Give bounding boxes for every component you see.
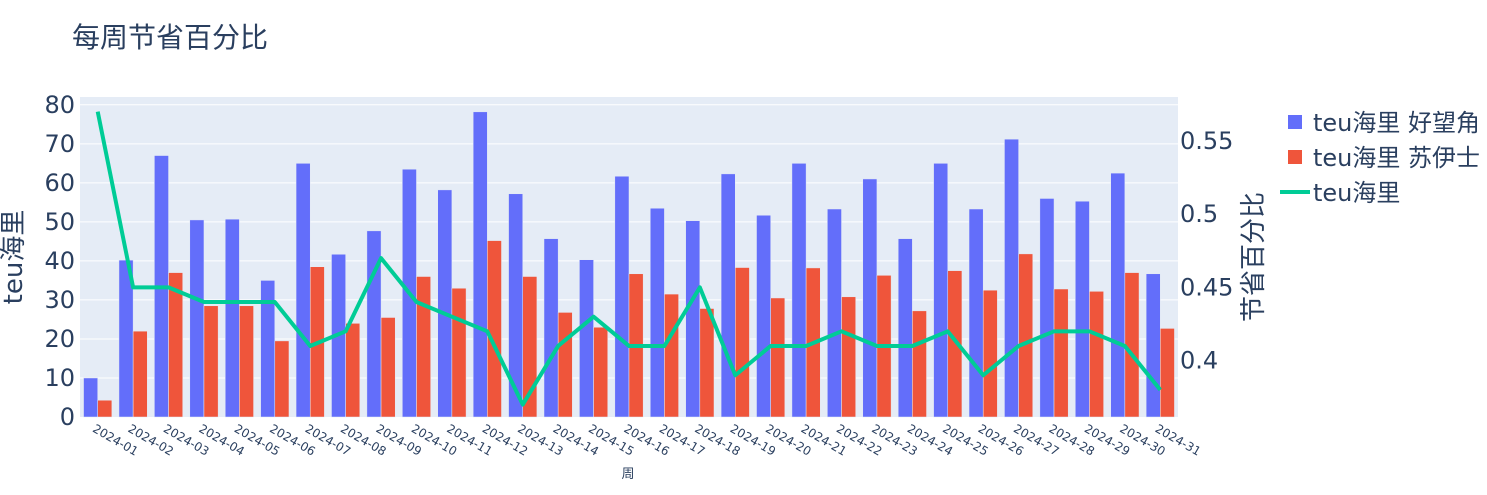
bar-1-5 <box>274 340 290 418</box>
legend-label: teu海里 苏伊士 <box>1313 144 1480 172</box>
legend-label: teu海里 好望角 <box>1313 109 1480 137</box>
bar-0-30 <box>1145 273 1161 418</box>
bar-1-25 <box>982 289 998 418</box>
y-tick-label: 70 <box>44 130 75 158</box>
bar-1-17 <box>699 308 715 418</box>
bar-1-19 <box>770 297 786 418</box>
y-axis-ticks: 0 10 20 30 40 50 60 70 80 <box>44 91 75 431</box>
bar-1-12 <box>522 276 538 418</box>
y2-axis-title: 节省百分比 <box>1239 192 1269 322</box>
bar-0-25 <box>968 208 984 418</box>
y-axis-title: teu海里 <box>0 210 29 305</box>
bar-1-3 <box>203 305 219 418</box>
y-tick-label: 60 <box>44 169 75 197</box>
bar-1-18 <box>735 267 750 418</box>
x-axis-ticks: 2024-012024-022024-032024-042024-052024-… <box>90 421 1203 458</box>
bar-0-14 <box>579 259 594 418</box>
bar-1-9 <box>416 276 431 418</box>
bar-0-29 <box>1110 172 1126 418</box>
bar-1-23 <box>912 310 927 418</box>
y-tick-label: 30 <box>44 286 75 314</box>
bar-0-20 <box>791 163 807 418</box>
bar-0-4 <box>224 218 240 418</box>
bar-0-28 <box>1075 200 1090 418</box>
bar-0-22 <box>862 178 878 418</box>
bar-0-24 <box>933 163 949 418</box>
bar-1-14 <box>593 326 608 418</box>
legend: teu海里 好望角 teu海里 苏伊士 teu海里 <box>1280 109 1480 207</box>
y2-axis-ticks: 0.4 0.45 0.5 0.55 <box>1180 127 1233 375</box>
y-tick-label: 10 <box>44 364 75 392</box>
bar-0-11 <box>472 111 488 418</box>
bar-0-10 <box>437 189 453 418</box>
bar-0-18 <box>720 173 736 418</box>
bar-0-15 <box>614 175 630 418</box>
bar-1-0 <box>97 399 113 418</box>
bar-0-13 <box>543 238 559 418</box>
bar-0-23 <box>897 238 913 418</box>
legend-swatch <box>1288 150 1302 164</box>
y-tick-label: 20 <box>44 325 75 353</box>
bar-0-21 <box>827 208 842 418</box>
bar-1-10 <box>451 287 467 418</box>
bar-1-13 <box>557 312 573 418</box>
bar-0-16 <box>650 207 665 418</box>
bar-0-3 <box>189 219 205 418</box>
y-tick-label: 0 <box>60 403 75 431</box>
bar-1-28 <box>1089 291 1104 418</box>
legend-label: teu海里 <box>1313 179 1400 207</box>
bar-1-29 <box>1124 272 1140 418</box>
bar-1-11 <box>487 240 502 418</box>
y2-tick-label: 0.5 <box>1180 200 1218 228</box>
bars <box>83 111 1175 418</box>
bar-0-27 <box>1039 198 1055 418</box>
legend-swatch <box>1288 115 1302 129</box>
bar-1-4 <box>239 305 254 418</box>
bar-0-26 <box>1004 138 1019 418</box>
chart-title: 每周节省百分比 <box>72 21 268 54</box>
series-line <box>95 111 1162 407</box>
bar-1-21 <box>841 296 856 418</box>
bar-1-27 <box>1053 288 1069 418</box>
bar-1-16 <box>664 293 679 418</box>
bar-1-7 <box>345 323 361 418</box>
y2-tick-label: 0.4 <box>1180 347 1218 375</box>
bar-1-30 <box>1160 328 1175 418</box>
line-series <box>95 111 1162 407</box>
bar-1-1 <box>132 330 148 418</box>
bar-0-17 <box>685 220 701 418</box>
y2-tick-label: 0.55 <box>1180 127 1233 155</box>
bar-1-24 <box>947 270 963 418</box>
bar-0-6 <box>295 163 311 418</box>
bar-1-8 <box>380 317 396 418</box>
y-tick-label: 80 <box>44 91 75 119</box>
x-axis-title: 周 <box>621 467 634 482</box>
bar-0-19 <box>756 214 771 418</box>
y2-tick-label: 0.45 <box>1180 273 1233 301</box>
y-tick-label: 50 <box>44 208 75 236</box>
bar-1-2 <box>168 272 183 418</box>
bar-1-26 <box>1018 253 1034 418</box>
bar-0-0 <box>83 377 98 418</box>
y-tick-label: 40 <box>44 247 75 275</box>
